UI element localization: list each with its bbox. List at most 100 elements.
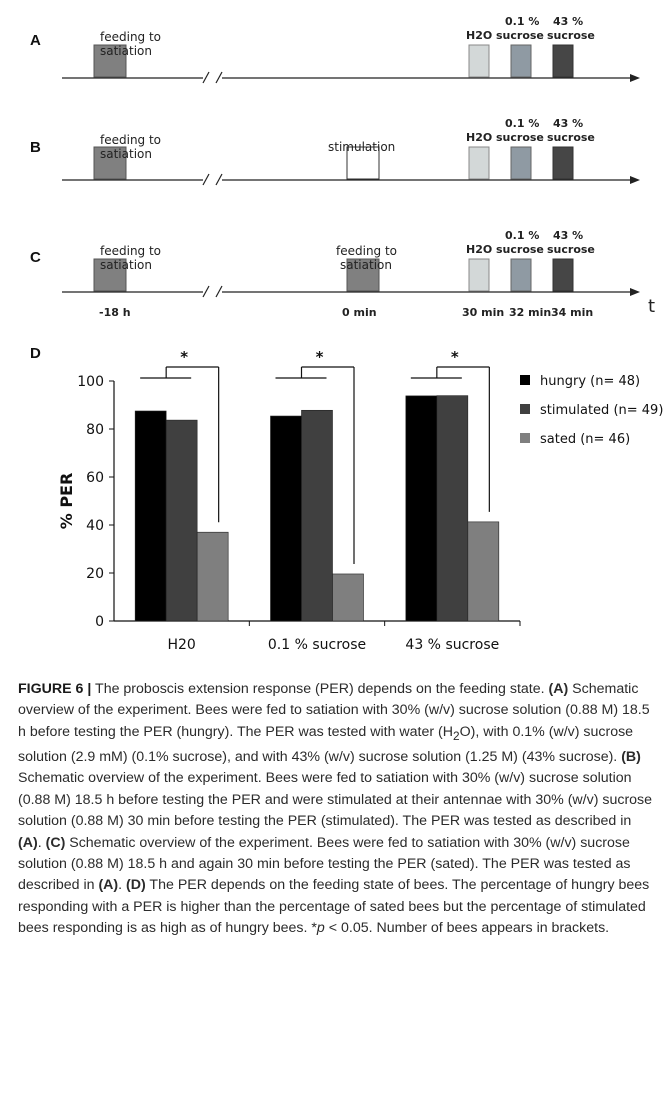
significance-star: * <box>451 348 459 366</box>
bar-hungry <box>134 410 167 622</box>
x-category-label: 43 % sucrose <box>405 637 499 653</box>
figure-caption: FIGURE 6 | The proboscis extension respo… <box>18 679 654 940</box>
caption-h2o-subscript: 2 <box>453 728 460 743</box>
caption-ref-b: (A) <box>18 834 38 851</box>
bar-group <box>270 409 364 622</box>
caption-panel-c: (C) <box>45 834 66 851</box>
legend-swatch <box>520 433 530 443</box>
caption-text-d: The PER depends on the feeding state of … <box>18 877 650 937</box>
feeding-label-line2: satiation <box>100 258 152 272</box>
time-label: 34 min <box>551 306 593 319</box>
high-sucrose-name-label: sucrose <box>547 29 595 42</box>
bar-stimulated <box>301 409 333 622</box>
time-label: -18 h <box>99 306 131 319</box>
low-sucrose-name-label: sucrose <box>496 29 544 42</box>
h2o-label: H2O <box>466 29 492 42</box>
low-sucrose-percent-label: 0.1 % <box>505 117 539 130</box>
bar-group <box>134 410 229 622</box>
timeline-arrowhead <box>630 74 640 82</box>
bar-group <box>405 395 500 622</box>
caption-text-c2: . <box>118 877 127 894</box>
low-sucrose-test-box <box>510 146 532 180</box>
x-category-label: H20 <box>167 637 195 653</box>
feeding-label-line2: satiation <box>340 258 392 272</box>
feeding-box <box>346 258 380 292</box>
timeline-break-mark <box>202 285 210 298</box>
high-sucrose-test-box <box>552 44 574 78</box>
caption-text-a: Schematic overview of the experiment. Be… <box>18 681 650 740</box>
low-sucrose-test-box <box>510 258 532 292</box>
panel-letter: A <box>30 32 41 49</box>
timeline-break-mark <box>202 173 210 186</box>
caption-panel-b: (B) <box>621 749 641 766</box>
timeline-break-mark <box>215 173 223 186</box>
y-tick-label: 100 <box>77 374 104 390</box>
figure-label: FIGURE 6 | <box>18 681 92 697</box>
panel-letter-d: D <box>30 345 41 362</box>
y-tick-label: 60 <box>86 470 104 486</box>
high-sucrose-percent-label: 43 % <box>553 117 583 130</box>
time-label: 0 min <box>342 306 377 319</box>
caption-ref-c: (A) <box>98 877 119 894</box>
bar-hungry <box>405 395 438 622</box>
panel-letter: C <box>30 249 41 266</box>
per-bar-chart: D 0 20 40 60 80 100 % PER H20 * 0.1 % sucrose * 43 %… <box>30 345 663 653</box>
stimulation-label: stimulation <box>328 140 395 154</box>
y-tick-label: 0 <box>95 614 104 630</box>
time-label: 30 min <box>462 306 504 319</box>
low-sucrose-test-box <box>510 44 532 78</box>
caption-text-a2: O), with 0.1% (w/v) sucrose solution (2.… <box>18 723 634 766</box>
significance-bracket: * <box>140 348 220 523</box>
high-sucrose-name-label: sucrose <box>547 243 595 256</box>
timeline-break-mark <box>215 71 223 84</box>
timeline-break-mark <box>202 71 210 84</box>
x-category-label: 0.1 % sucrose <box>268 637 366 653</box>
time-label: 32 min <box>509 306 551 319</box>
legend-swatch <box>520 375 530 385</box>
feeding-box <box>93 258 127 292</box>
time-axis-symbol: t <box>648 296 655 317</box>
feeding-label-line1: feeding to <box>100 133 161 147</box>
caption-title: The proboscis extension response (PER) d… <box>91 681 549 697</box>
y-tick-label: 40 <box>86 518 104 534</box>
low-sucrose-percent-label: 0.1 % <box>505 15 539 28</box>
stimulation-box <box>346 146 380 180</box>
caption-panel-a: (A) <box>548 681 569 697</box>
legend: hungry (n= 48) stimulated (n= 49) sated (n… <box>520 374 663 447</box>
low-sucrose-name-label: sucrose <box>496 243 544 256</box>
caption-text-b: Schematic overview of the experiment. Be… <box>18 770 653 830</box>
bar-hungry <box>270 415 302 622</box>
h2o-label: H2O <box>466 131 492 144</box>
significance-star: * <box>316 348 324 366</box>
bar-stimulated <box>436 395 469 622</box>
legend-label: stimulated (n= 49) <box>540 403 663 418</box>
feeding-label-line1: feeding to <box>100 30 161 44</box>
legend-swatch <box>520 404 530 414</box>
h2o-label: H2O <box>466 243 492 256</box>
timeline-arrowhead <box>630 176 640 184</box>
high-sucrose-test-box <box>552 146 574 180</box>
h2o-test-box <box>468 146 490 180</box>
legend-label: sated (n= 46) <box>540 432 630 447</box>
y-tick-label: 80 <box>86 422 104 438</box>
timeline-break-mark <box>215 285 223 298</box>
y-axis-title: % PER <box>57 473 76 530</box>
feeding-label-line1: feeding to <box>336 244 397 258</box>
h2o-test-box <box>468 258 490 292</box>
caption-text-d2: < 0.05. Number of bees appears in bracke… <box>324 920 610 937</box>
high-sucrose-percent-label: 43 % <box>553 15 583 28</box>
bar-stimulated <box>165 419 198 622</box>
low-sucrose-name-label: sucrose <box>496 131 544 144</box>
feeding-label-line1: feeding to <box>100 244 161 258</box>
bar-sated <box>467 521 500 622</box>
high-sucrose-name-label: sucrose <box>547 131 595 144</box>
significance-star: * <box>180 348 188 366</box>
h2o-test-box <box>468 44 490 78</box>
panel-letter: B <box>30 139 41 156</box>
significance-bracket: * <box>275 348 355 564</box>
significance-bracket: * <box>410 348 490 512</box>
